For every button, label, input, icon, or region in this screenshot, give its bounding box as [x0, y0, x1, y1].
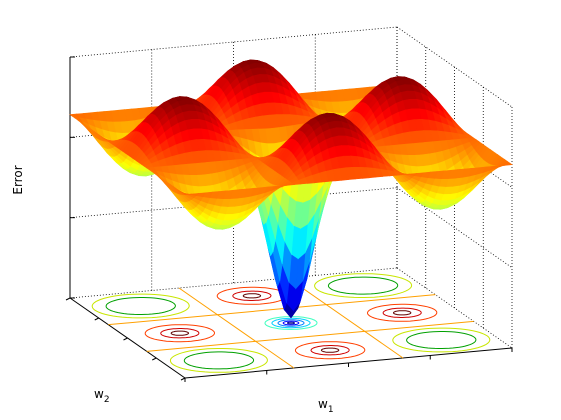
contour-line	[277, 319, 305, 327]
contour-line	[264, 316, 318, 330]
contour-line	[144, 324, 216, 343]
contour-line	[320, 347, 340, 353]
contour-line	[169, 348, 268, 373]
tick	[123, 337, 128, 341]
contour-line	[366, 303, 438, 322]
contour-line	[287, 321, 295, 325]
wall-grid	[69, 187, 398, 219]
contour-line	[271, 317, 311, 329]
contour-line	[232, 290, 272, 301]
surface	[69, 59, 513, 319]
tick	[152, 357, 157, 361]
y-axis-label: w2	[94, 387, 110, 405]
contour-line	[160, 328, 200, 339]
contour-line	[105, 297, 176, 315]
contour-line	[178, 287, 295, 369]
contour-line	[406, 331, 477, 349]
contour-line	[146, 320, 474, 352]
contour-line	[242, 293, 262, 299]
tick	[65, 297, 71, 301]
wall-grid	[69, 267, 398, 299]
y-axis-label-subscript: 2	[104, 395, 110, 405]
contour-line	[392, 327, 491, 353]
tick	[94, 317, 99, 321]
contour-line	[282, 320, 300, 326]
contour-line	[294, 341, 366, 360]
wall-grid	[69, 26, 398, 58]
surface-patch	[182, 192, 192, 195]
x-axis-label-base: w	[318, 397, 328, 411]
contour-line	[393, 310, 412, 316]
y-axis-label-base: w	[94, 387, 104, 401]
contour-line	[310, 345, 350, 356]
contour-line	[170, 330, 189, 336]
x-axis-label-subscript: 1	[328, 405, 334, 415]
contour-line	[327, 276, 399, 295]
z-axis-label: Error	[11, 165, 25, 194]
contour-floor	[91, 273, 491, 373]
x-axis-label: w1	[318, 397, 334, 415]
tick	[180, 377, 186, 381]
contour-line	[108, 294, 436, 326]
contour-line	[287, 277, 404, 359]
contour-line	[216, 286, 288, 305]
contour-line	[382, 307, 422, 318]
contour-line	[314, 273, 413, 298]
contour-line	[183, 351, 255, 370]
contour-line	[91, 293, 190, 319]
